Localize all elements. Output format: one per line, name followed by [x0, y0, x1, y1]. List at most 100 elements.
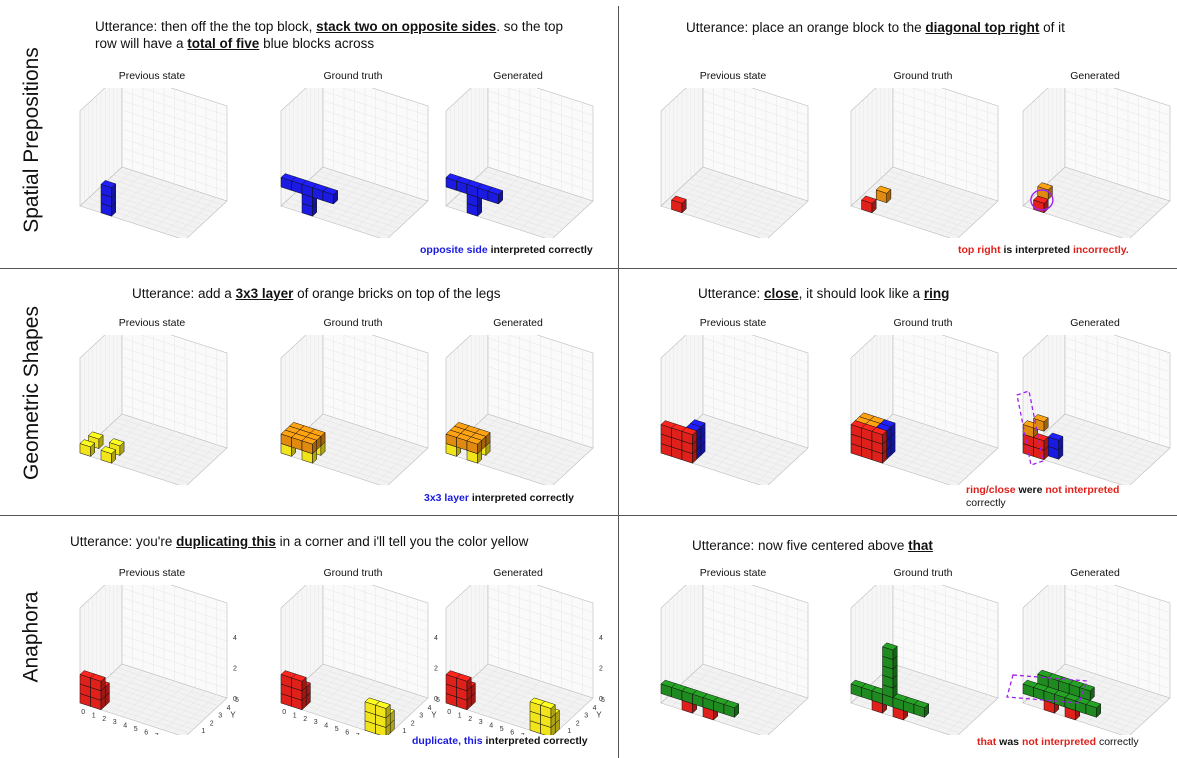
- plot-axes-box: [1022, 318, 1171, 488]
- voxel-plot-prev: [62, 318, 242, 490]
- z-tick: 4: [233, 635, 237, 642]
- voxel-plot-prev: 012345678910X012345Y024Z: [62, 568, 248, 750]
- highlight-dashed-box: [1016, 390, 1044, 466]
- x-tick: 7: [356, 733, 360, 735]
- panel-title-prev: Previous state: [699, 70, 767, 82]
- plot-axes-box: [280, 568, 429, 738]
- z-tick: 0: [434, 696, 438, 703]
- utterance-c6: Utterance: now five centered above that: [692, 538, 933, 553]
- x-tick: 4: [123, 723, 127, 730]
- x-tick: 2: [468, 716, 472, 723]
- voxel-plot-prev: [643, 71, 823, 243]
- z-tick: 0: [233, 696, 237, 703]
- voxel-plot-gen: [1005, 568, 1177, 740]
- z-tick: 4: [434, 635, 438, 642]
- x-tick: 0: [282, 709, 286, 716]
- plot-axes-box: [850, 318, 999, 488]
- voxel-cube: [1033, 414, 1049, 432]
- x-tick: 3: [113, 719, 117, 726]
- y-tick: 2: [576, 720, 580, 727]
- note-c3: 3x3 layer interpreted correctly: [424, 492, 575, 504]
- panel-title-gt: Ground truth: [893, 317, 953, 329]
- x-tick: 6: [510, 729, 514, 735]
- voxel-cube: [723, 700, 740, 718]
- note-c4: ring/close were not interpreted correctly: [966, 484, 1120, 509]
- voxel-plot-gt: [833, 71, 1013, 243]
- voxel-plot-gen: [428, 71, 608, 243]
- panel-title-prev: Previous state: [118, 70, 186, 82]
- plot-axes-box: [660, 568, 809, 738]
- voxel-cube: [100, 180, 117, 198]
- panel-title-gen: Generated: [1070, 567, 1120, 579]
- voxel-plot-gt: [833, 568, 1013, 740]
- divider-horizontal-1: [0, 268, 1177, 269]
- y-tick: 5: [601, 697, 605, 704]
- y-tick: 5: [235, 697, 239, 704]
- voxel-cube: [100, 446, 117, 464]
- voxel-plot-gen: [1005, 71, 1177, 243]
- panel-title-prev: Previous state: [118, 317, 186, 329]
- y-tick: 4: [428, 705, 432, 712]
- voxel-plot-gen: 012345678910X012345Y024Z: [428, 568, 614, 750]
- voxel-cube: [79, 439, 96, 457]
- y-tick: 4: [227, 705, 231, 712]
- panel-title-prev: Previous state: [699, 317, 767, 329]
- x-tick: 6: [144, 729, 148, 735]
- y-tick: 2: [210, 720, 214, 727]
- voxel-plot-gen: [1005, 318, 1177, 490]
- x-tick: 5: [134, 726, 138, 733]
- y-tick: 1: [201, 728, 205, 735]
- utterance-c5: Utterance: you're duplicating this in a …: [70, 534, 529, 549]
- x-tick: 5: [335, 726, 339, 733]
- voxel-cube: [291, 673, 307, 692]
- plot-axes-box: [660, 318, 809, 488]
- panel-title-gt: Ground truth: [323, 317, 383, 329]
- highlight-dashed-box: [1006, 674, 1088, 704]
- note-c6: that was not interpreted correctly: [977, 736, 1139, 748]
- plot-axes-box: [280, 71, 429, 241]
- y-tick: 5: [436, 697, 440, 704]
- z-tick: 4: [599, 635, 603, 642]
- panel-title-gen: Generated: [1070, 70, 1120, 82]
- x-tick: 0: [447, 709, 451, 716]
- x-tick: 4: [324, 723, 328, 730]
- voxel-cube: [1079, 683, 1095, 702]
- x-tick: 1: [458, 712, 462, 719]
- voxel-cube: [466, 436, 483, 455]
- utterance-c3: Utterance: add a 3x3 layer of orange bri…: [132, 286, 501, 301]
- x-tick: 2: [102, 716, 106, 723]
- panel-title-prev: Previous state: [699, 567, 767, 579]
- panel-title-gen: Generated: [493, 567, 543, 579]
- voxel-cube: [487, 186, 504, 205]
- y-tick: 4: [593, 705, 597, 712]
- panel-title-gt: Ground truth: [893, 70, 953, 82]
- row-label-geometric: Geometric Shapes: [20, 305, 44, 480]
- panel-title-gt: Ground truth: [323, 70, 383, 82]
- row-label-spatial: Spatial Prepositions: [20, 47, 44, 233]
- voxel-plot-prev: [62, 71, 242, 243]
- plot-axes-box: [660, 71, 809, 241]
- plot-axes-box: [1022, 568, 1171, 738]
- voxel-cube: [540, 700, 556, 719]
- y-tick: 1: [567, 728, 571, 735]
- plot-axes-box: [445, 568, 594, 738]
- x-tick: 4: [489, 723, 493, 730]
- note-c1: opposite side interpreted correctly: [420, 244, 593, 256]
- voxel-cube: [322, 186, 339, 205]
- voxel-plot-gen: [428, 318, 608, 490]
- voxel-plot-gt: [263, 318, 443, 490]
- x-tick: 1: [293, 712, 297, 719]
- z-tick: 2: [599, 666, 603, 673]
- x-tick: 2: [303, 716, 307, 723]
- x-tick: 0: [81, 709, 85, 716]
- note-c5: duplicate, this interpreted correctly: [412, 735, 588, 747]
- x-tick: 7: [155, 733, 159, 735]
- plot-axes-box: [79, 71, 228, 241]
- y-tick: 3: [584, 713, 588, 720]
- x-tick: 7: [521, 733, 525, 735]
- voxel-plot-gt: [263, 71, 443, 243]
- plot-axes-box: [79, 318, 228, 488]
- x-tick: 5: [500, 726, 504, 733]
- voxel-plot-gt: [833, 318, 1013, 490]
- panel-title-gt: Ground truth: [893, 567, 953, 579]
